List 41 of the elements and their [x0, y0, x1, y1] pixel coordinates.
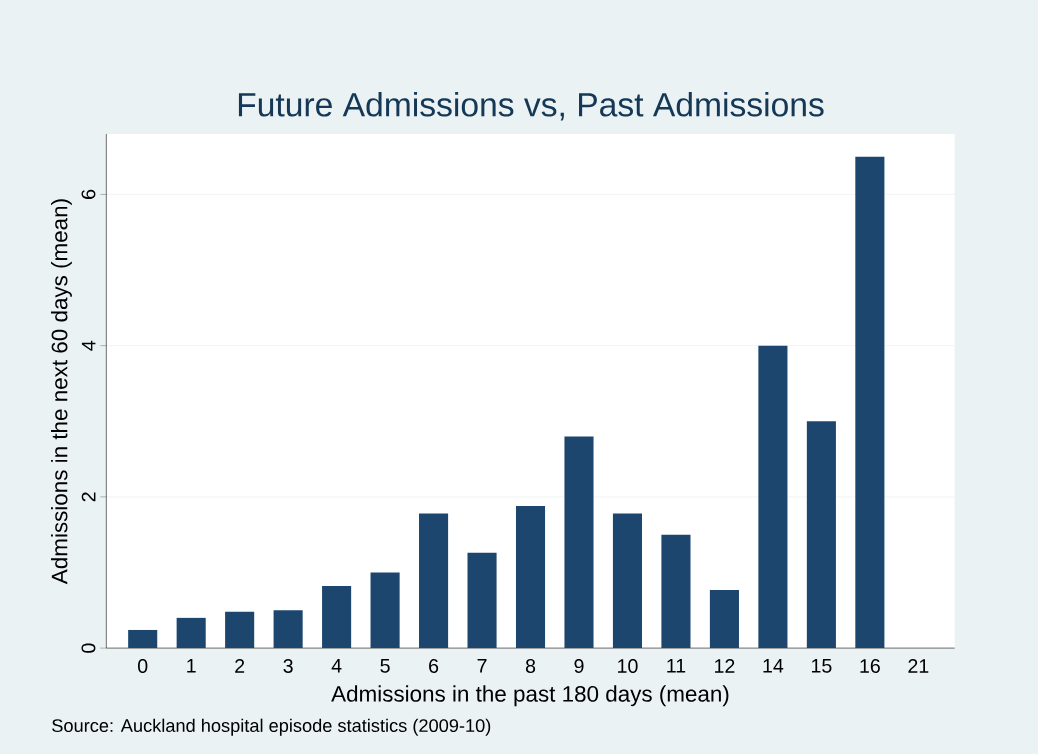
bar: [758, 345, 788, 648]
x-tick-label: 21: [908, 658, 929, 673]
x-tick-label: 9: [574, 658, 584, 673]
x-tick-label: 6: [429, 658, 439, 673]
bar: [322, 585, 352, 648]
bar: [128, 629, 158, 648]
x-tick-label: 0: [138, 658, 148, 673]
bar: [419, 513, 449, 648]
x-tick-label: 8: [525, 658, 536, 673]
x-tick-label: 4: [331, 658, 342, 673]
x-tick-label: 15: [811, 658, 832, 673]
x-tick-label: 2: [235, 658, 245, 673]
y-tick-label: 4: [81, 340, 96, 351]
bar: [612, 513, 643, 648]
x-tick-label: 11: [667, 658, 686, 673]
y-tick-label: 6: [81, 189, 96, 199]
y-tick-label: 2: [81, 492, 96, 502]
bar: [273, 610, 303, 648]
bar: [709, 589, 739, 648]
bar: [515, 505, 546, 648]
source-note: Source: Auckland hospital episode statistics (2009-10): [52, 718, 491, 736]
chart-title: Future Admissions vs, Past Admissions: [238, 91, 824, 121]
bar: [855, 156, 885, 648]
bar: [225, 611, 255, 648]
x-tick-label: 12: [715, 658, 735, 673]
x-tick-label: 3: [283, 658, 293, 673]
x-axis-title: Admissions in the past 180 days (mean): [331, 685, 729, 707]
bar: [467, 552, 497, 648]
bar: [370, 572, 400, 648]
x-tick-label: 14: [763, 658, 784, 673]
bar: [176, 617, 206, 648]
x-tick-label: 5: [380, 658, 390, 673]
x-tick-label: 1: [187, 658, 196, 673]
bar: [564, 436, 594, 648]
bar: [806, 421, 836, 648]
x-tick-label: 16: [860, 658, 880, 673]
y-tick-label: 0: [81, 643, 96, 653]
x-tick-label: 10: [618, 658, 638, 673]
x-tick-label: 7: [477, 658, 487, 673]
bar: [661, 534, 691, 648]
y-axis-title: Admissions in the next 60 days (mean): [51, 199, 72, 584]
